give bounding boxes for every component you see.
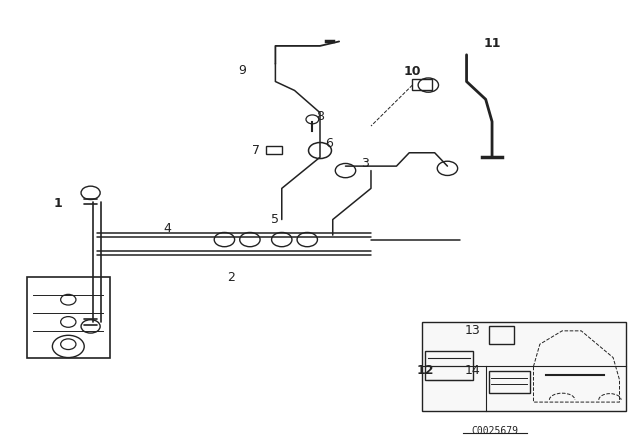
Text: 3: 3 <box>361 157 369 170</box>
Text: 12: 12 <box>417 364 434 377</box>
Bar <box>422 322 626 411</box>
Text: 1: 1 <box>53 198 62 211</box>
Text: 13: 13 <box>465 324 481 337</box>
Text: C0025679: C0025679 <box>472 426 519 436</box>
Text: 10: 10 <box>404 65 421 78</box>
Text: 8: 8 <box>316 110 324 123</box>
Text: 7: 7 <box>252 144 260 157</box>
Text: 9: 9 <box>238 64 246 77</box>
Text: 11: 11 <box>483 37 501 50</box>
Text: 14: 14 <box>465 364 481 377</box>
Text: 6: 6 <box>326 138 333 151</box>
Bar <box>489 327 515 344</box>
Bar <box>489 371 531 393</box>
Text: 2: 2 <box>227 271 235 284</box>
Text: 5: 5 <box>271 213 280 226</box>
Bar <box>425 351 473 380</box>
Text: 4: 4 <box>163 222 171 235</box>
